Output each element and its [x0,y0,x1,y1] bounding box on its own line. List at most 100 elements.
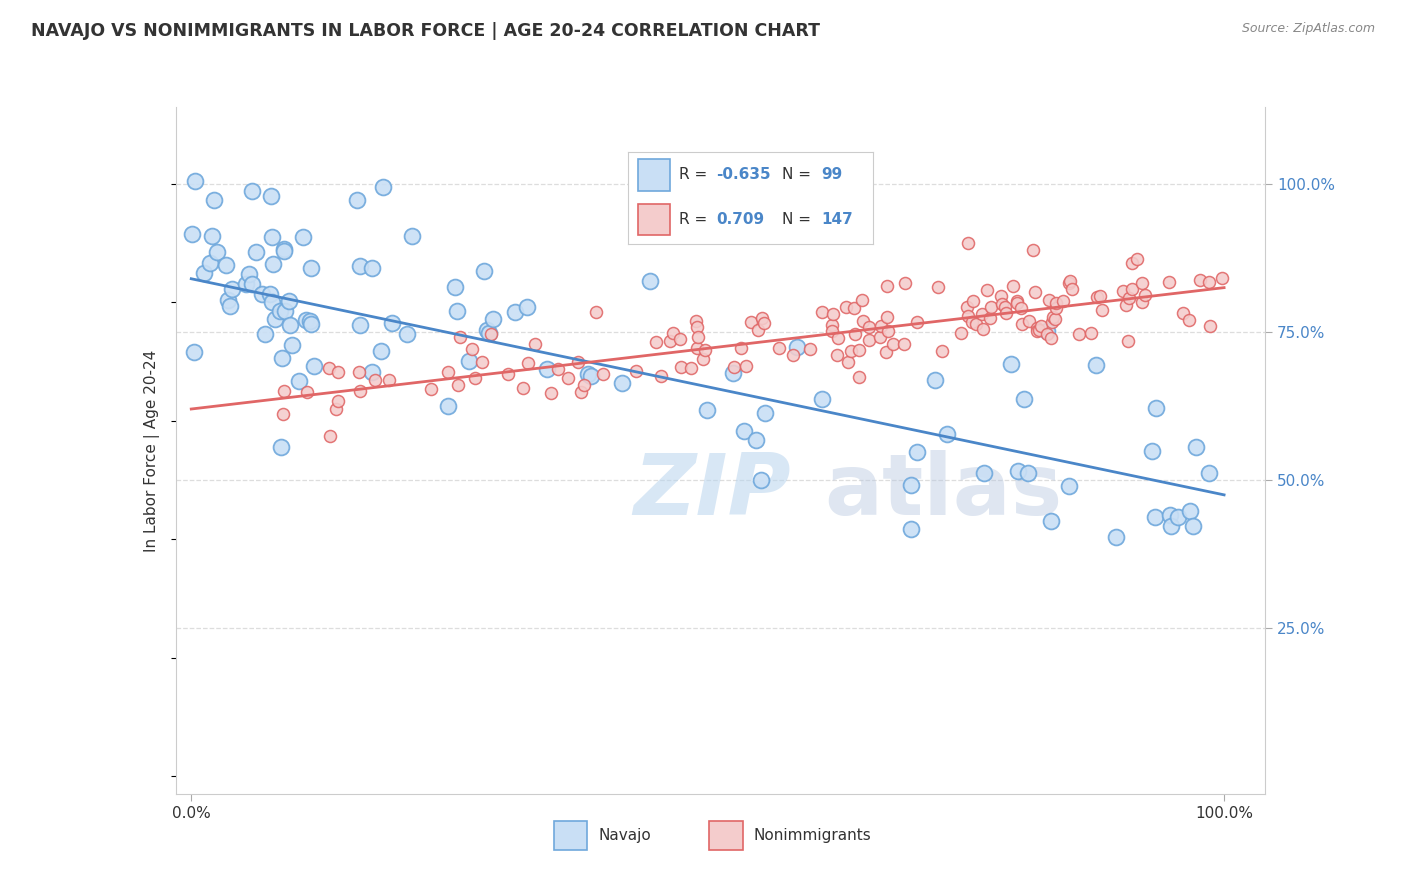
Point [734,359,756,373]
Point [1052,294,1074,309]
Point [1198,275,1220,289]
Point [869,330,891,344]
Point [240,184,263,198]
Point [650,368,672,383]
Point [1178,313,1201,327]
Point [318,360,340,375]
Point [516,300,538,314]
Point [304,359,326,373]
Point [1090,288,1112,302]
Point [745,433,768,447]
Point [1045,312,1067,326]
Y-axis label: In Labor Force | Age 20-24: In Labor Force | Age 20-24 [143,350,160,551]
Point [973,466,995,480]
Point [905,444,928,458]
Point [319,428,342,442]
Point [496,368,519,382]
Point [825,348,848,362]
Point [380,316,402,330]
Point [1017,466,1039,480]
Text: Nonimmigrants: Nonimmigrants [754,828,872,843]
Point [346,193,368,207]
Point [1159,275,1181,289]
Point [193,266,215,280]
Point [645,335,668,350]
Point [1146,401,1168,416]
Point [1091,302,1114,317]
Point [685,341,707,355]
Point [273,384,295,398]
Point [835,300,858,314]
Bar [638,159,669,191]
Point [278,294,301,309]
Point [924,373,946,387]
Point [1005,294,1028,309]
Point [464,370,486,384]
Text: 0.709: 0.709 [716,212,765,227]
Text: ZIP: ZIP [633,450,792,533]
Point [659,334,682,348]
Point [446,303,468,318]
Text: R =: R = [679,168,713,182]
Point [662,326,685,340]
Point [821,325,844,339]
Point [956,301,979,315]
Point [245,245,267,260]
Point [436,399,458,413]
Point [876,345,898,359]
Point [893,277,915,291]
Text: 99: 99 [821,168,842,182]
Point [733,425,755,439]
Point [610,376,633,390]
Point [1171,305,1194,319]
Text: -0.635: -0.635 [716,168,770,182]
Point [1029,319,1052,334]
Point [270,441,292,455]
Point [295,312,318,326]
Point [349,259,371,273]
Point [536,362,558,376]
Point [217,293,239,307]
Point [721,366,744,380]
Point [1026,324,1049,338]
Point [1160,518,1182,533]
Point [1028,323,1050,337]
Point [262,294,284,309]
Text: R =: R = [679,212,713,227]
Text: atlas: atlas [824,450,1063,533]
Point [626,364,648,378]
Point [1125,252,1147,266]
Point [957,236,980,251]
Point [786,340,808,354]
Point [990,289,1012,303]
Point [1038,293,1060,307]
Point [395,326,418,341]
Point [547,361,569,376]
Point [1159,508,1181,522]
Point [749,473,772,487]
Point [877,324,900,338]
Point [692,352,714,367]
Point [240,277,263,292]
Point [326,393,349,408]
Point [858,333,880,347]
Text: 147: 147 [821,212,853,227]
Point [299,261,322,276]
Point [280,338,302,352]
Point [1118,291,1140,305]
Point [1121,256,1143,270]
Point [1167,510,1189,524]
Point [837,355,859,369]
Point [740,315,762,329]
Point [1045,296,1067,310]
Point [1018,314,1040,328]
Point [685,314,707,328]
Point [1069,326,1091,341]
Point [936,426,959,441]
Point [972,307,994,321]
Text: Source: ZipAtlas.com: Source: ZipAtlas.com [1241,22,1375,36]
Point [1042,310,1064,325]
Point [361,261,384,276]
Point [325,402,347,417]
Point [754,406,776,420]
